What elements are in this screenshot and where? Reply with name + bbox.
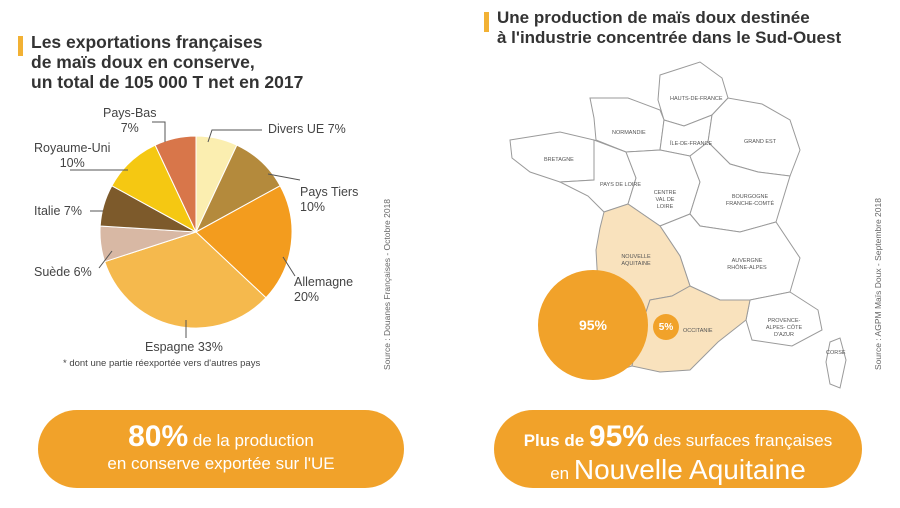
label-italie: Italie 7% <box>34 204 82 218</box>
label-pays-tiers-name: Pays Tiers <box>300 185 359 199</box>
title-accent-bar <box>18 36 23 56</box>
label-pays-bas-value: 7% <box>120 121 139 135</box>
badge-nouvelle-aquitaine-95: 95% <box>538 270 648 380</box>
chart-title-line-2: de maïs doux en conserve, <box>31 52 255 72</box>
label-pays-tiers: Pays Tiers 10% <box>300 185 358 215</box>
chart-title: Les exportations françaises de maïs doux… <box>31 32 303 92</box>
map-title-line-2: à l'industrie concentrée dans le Sud-Oue… <box>497 28 842 47</box>
map-title-line-1: Une production de maïs doux destinée <box>497 8 810 27</box>
label-allemagne-value: 20% <box>294 290 320 304</box>
region-label-centre: CENTRE Val de Loire <box>653 190 677 210</box>
surface-highlight-pill: Plus de 95% des surfaces françaises en N… <box>494 410 862 488</box>
region-label-paca: PROVENCE-ALPES- CÔTE D'AZUR <box>765 318 803 338</box>
region-label-bourgogne: BOURGOGNE FRANCHE-COMTÉ <box>725 194 775 207</box>
surface-highlight-line-1: Plus de 95% des surfaces françaises <box>494 420 862 454</box>
label-allemagne-name: Allemagne <box>294 275 354 289</box>
chart-footnote: * dont une partie réexportée vers d'autr… <box>63 358 261 369</box>
region-label-occitanie: OCCITANIE <box>683 328 713 334</box>
surface-highlight-percent: 95% <box>588 420 649 453</box>
export-highlight-line-1: 80% de la production <box>38 420 404 454</box>
chart-title-line-1: Les exportations françaises <box>31 32 263 52</box>
region-label-nouvelle-aquitaine: NOUVELLE AQUITAINE <box>621 254 651 267</box>
map-source: Source : AGPM Maïs Doux - Septembre 2018 <box>873 198 883 370</box>
leader-allemagne <box>282 256 296 277</box>
badge-occitanie-5: 5% <box>653 314 679 340</box>
region-corse <box>825 337 847 389</box>
region-label-normandie: NORMANDIE <box>612 130 646 136</box>
surface-highlight-prefix-2: en <box>550 464 574 483</box>
map-title: Une production de maïs doux destinée à l… <box>497 8 841 48</box>
region-label-bretagne: BRETAGNE <box>544 157 574 163</box>
leader-divers <box>207 129 262 143</box>
surface-highlight-text-1: des surfaces françaises <box>648 431 833 450</box>
export-highlight-pill: 80% de la production en conserve exporté… <box>38 410 404 488</box>
label-royaume-uni-value: 10% <box>59 156 85 170</box>
chart-title-line-3: un total de 105 000 T net en 2017 <box>31 72 304 92</box>
label-suede: Suède 6% <box>34 265 92 279</box>
pie-slice-allemagne <box>195 185 293 299</box>
export-highlight-percent: 80% <box>128 420 189 453</box>
region-label-pays-de-loire: PAYS DE LOIRE <box>600 182 642 188</box>
surface-highlight-prefix: Plus de <box>523 431 589 450</box>
region-label-auvergne: AUVERGNE RHÔNE-ALPES <box>727 258 767 271</box>
label-royaume-uni: Royaume-Uni 10% <box>34 141 110 171</box>
leader-suede <box>98 250 113 269</box>
region-label-grand-est: GRAND EST <box>744 139 777 145</box>
label-pays-bas-name: Pays-Bas <box>103 106 157 120</box>
region-label-ile-de-france: ÎLE-DE-FRANCE <box>670 141 713 147</box>
surface-highlight-line-2: en Nouvelle Aquitaine <box>494 454 862 486</box>
label-divers-ue: Divers UE 7% <box>268 122 346 136</box>
region-label-hauts-de-france: HAUTS-DE-FRANCE <box>670 96 723 102</box>
export-highlight-text-2: en conserve exportée sur l'UE <box>107 454 335 473</box>
title-accent-bar-right <box>484 12 489 32</box>
region-label-corse: CORSE <box>826 350 846 356</box>
label-allemagne: Allemagne 20% <box>294 275 353 305</box>
leader-pays-bas <box>152 121 166 142</box>
export-highlight-text-1: de la production <box>188 431 314 450</box>
region-paca <box>745 291 823 347</box>
label-pays-tiers-value: 10% <box>300 200 326 214</box>
label-royaume-uni-name: Royaume-Uni <box>34 141 111 155</box>
pie-slice-pays-bas <box>154 135 197 233</box>
label-pays-bas: Pays-Bas 7% <box>103 106 157 136</box>
surface-highlight-region: Nouvelle Aquitaine <box>573 454 806 485</box>
label-espagne: Espagne 33% <box>145 340 223 354</box>
pie-slice-espagne <box>104 231 267 329</box>
leader-pays-tiers <box>267 173 301 181</box>
